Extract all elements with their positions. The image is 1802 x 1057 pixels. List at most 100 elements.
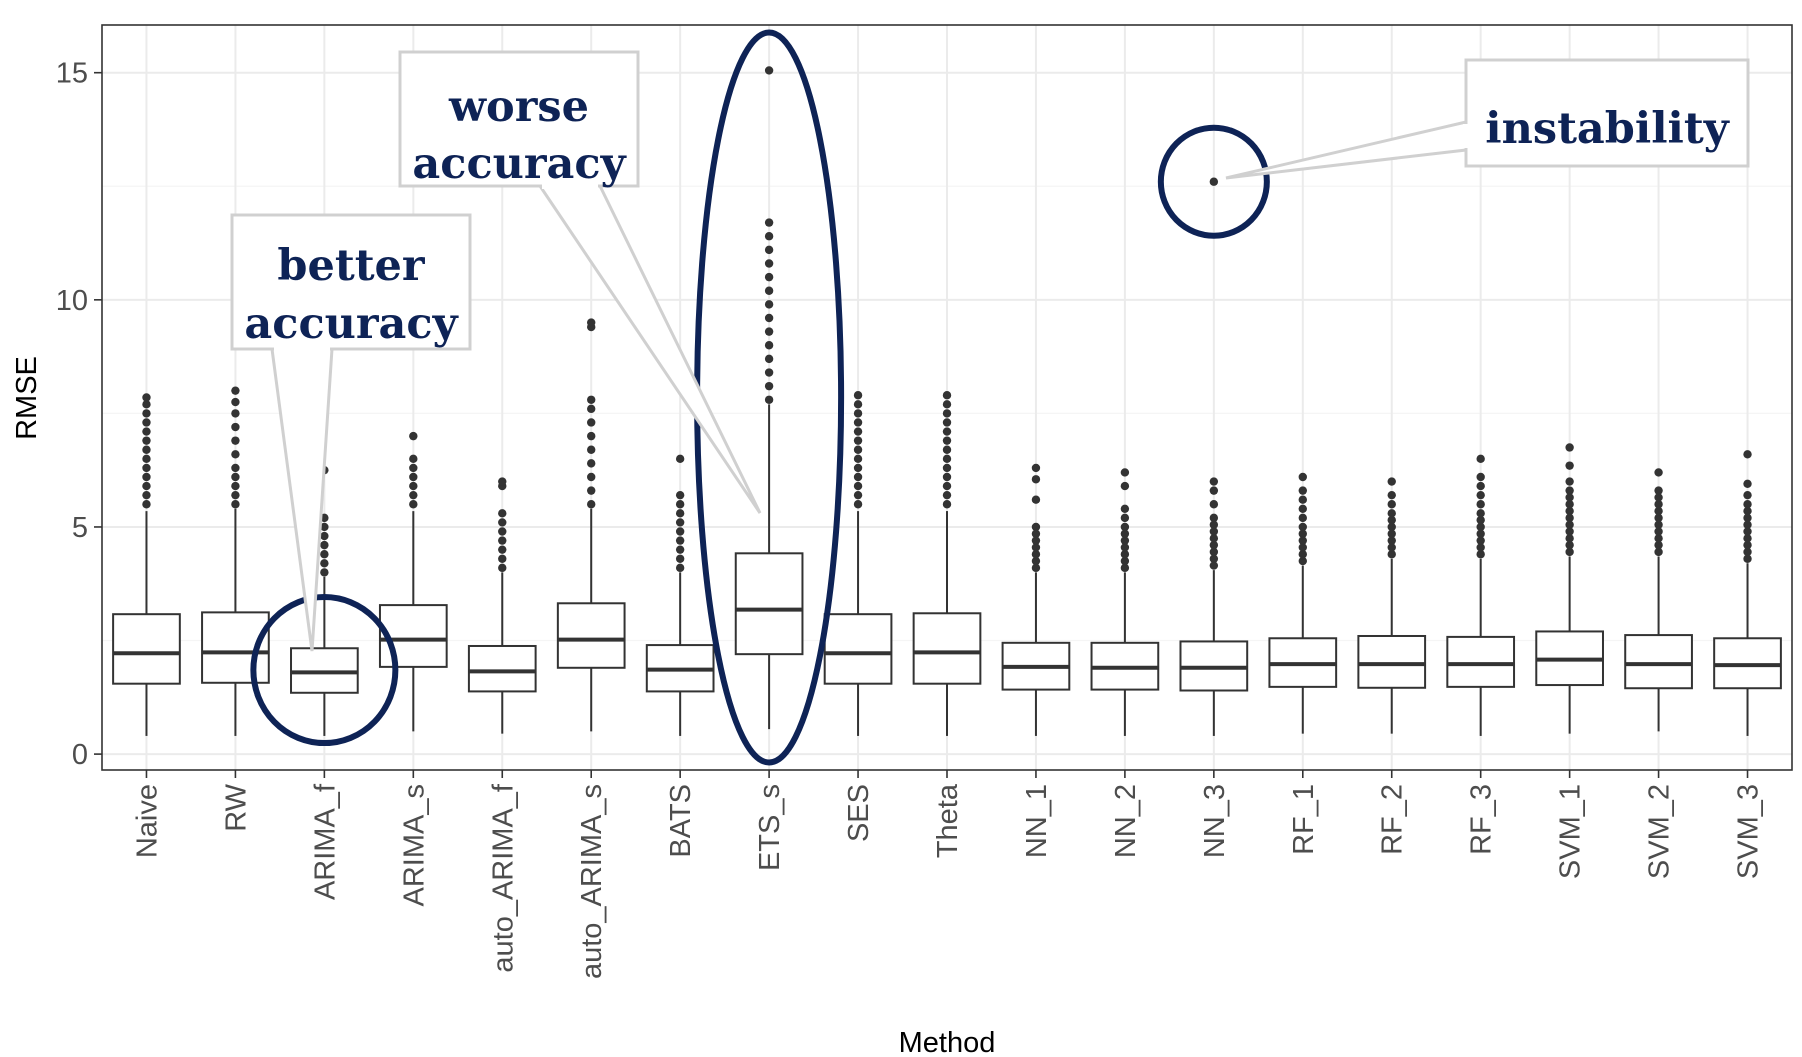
outlier-point xyxy=(231,463,240,473)
outlier-point xyxy=(320,531,329,541)
outlier-point xyxy=(853,463,863,473)
outlier-point xyxy=(587,404,596,414)
callout-text-line: instability xyxy=(1485,104,1730,154)
outlier-point xyxy=(498,509,507,518)
outlier-point xyxy=(1476,550,1485,559)
outlier-point xyxy=(587,431,596,441)
outlier-point xyxy=(1120,529,1130,538)
outlier-point xyxy=(142,436,151,445)
callout-box xyxy=(1464,58,1750,168)
outlier-point xyxy=(942,481,952,491)
outlier-point xyxy=(942,490,952,500)
outlier-point xyxy=(587,459,596,468)
outlier-point xyxy=(1476,509,1485,518)
outlier-point xyxy=(1565,527,1574,536)
callout-instability: instability xyxy=(1225,58,1750,180)
box-SVM_1 xyxy=(1535,443,1604,734)
outlier-point xyxy=(764,272,774,282)
y-tick-label: 0 xyxy=(72,739,88,771)
x-tick-label: ARIMA_f xyxy=(309,783,341,900)
outlier-point xyxy=(142,472,151,482)
outlier-point xyxy=(498,554,507,563)
outlier-point xyxy=(764,395,774,404)
x-tick-label: NN_2 xyxy=(1110,784,1142,858)
outlier-point xyxy=(1565,486,1574,495)
outlier-point xyxy=(1031,495,1041,504)
outlier-point xyxy=(142,400,151,409)
outlier-point xyxy=(1120,550,1130,559)
outlier-point xyxy=(853,427,863,436)
outlier-point xyxy=(1743,479,1752,489)
outlier-point xyxy=(853,391,863,400)
outlier-point xyxy=(764,259,774,268)
outlier-point xyxy=(1387,550,1396,559)
outlier-point xyxy=(1565,493,1574,502)
outlier-point xyxy=(1476,543,1485,552)
y-tick-label: 5 xyxy=(72,512,88,544)
outlier-point xyxy=(1654,534,1663,543)
box-ARIMA_s xyxy=(378,431,448,732)
outlier-point xyxy=(142,490,151,500)
outlier-point xyxy=(1743,450,1752,459)
box-NN_3 xyxy=(1179,177,1249,736)
outlier-point xyxy=(142,500,151,509)
outlier-point xyxy=(675,490,685,500)
outlier-point xyxy=(1654,493,1663,502)
outlier-point xyxy=(1476,500,1485,509)
outlier-point xyxy=(764,381,774,391)
outlier-point xyxy=(1654,527,1663,536)
outlier-point xyxy=(409,454,418,464)
box-NN_2 xyxy=(1090,468,1160,736)
outlier-point xyxy=(1743,490,1752,500)
outlier-point xyxy=(764,232,774,241)
outlier-point xyxy=(1743,540,1752,550)
outlier-point xyxy=(1565,500,1574,509)
outlier-point xyxy=(853,490,863,500)
outlier-point xyxy=(587,395,596,404)
outlier-point xyxy=(142,454,151,464)
outlier-point xyxy=(231,490,240,500)
outlier-point xyxy=(675,509,685,518)
outlier-point xyxy=(675,563,685,573)
outlier-point xyxy=(1565,477,1574,486)
outlier-point xyxy=(142,481,151,491)
outlier-point xyxy=(1298,556,1307,566)
outlier-point xyxy=(1298,529,1307,538)
outlier-point xyxy=(1209,540,1219,550)
highlight-ellipse-arima-f xyxy=(250,594,399,747)
outlier-point xyxy=(1565,443,1574,452)
outlier-point xyxy=(1387,500,1396,509)
outlier-point xyxy=(1743,527,1752,536)
outlier-point xyxy=(853,481,863,491)
outlier-point xyxy=(1031,550,1041,559)
outlier-point xyxy=(1387,529,1396,538)
outlier-point xyxy=(1120,522,1130,532)
outlier-point xyxy=(1387,543,1396,552)
box-RF_1 xyxy=(1268,472,1338,734)
outlier-point xyxy=(1476,481,1485,491)
outlier-point xyxy=(587,486,596,495)
x-axis: Naive RW ARIMA_f ARIMA_s auto_ARIMA_f auto_AR… xyxy=(131,770,1765,979)
boxes-layer xyxy=(112,66,1782,736)
outlier-point xyxy=(498,518,507,527)
callout-text-line: better xyxy=(277,241,426,291)
annotation-layer: better accuracy worse accuracy instability xyxy=(230,29,1750,766)
outlier-point xyxy=(142,445,151,454)
outlier-point xyxy=(853,454,863,464)
outlier-point xyxy=(1476,490,1485,500)
outlier-point xyxy=(1654,547,1663,557)
outlier-point xyxy=(1209,486,1219,495)
callout-text-line: accuracy xyxy=(412,139,627,189)
x-tick-label: SVM_3 xyxy=(1733,784,1765,879)
outlier-point xyxy=(1031,536,1041,545)
outlier-point xyxy=(675,500,685,509)
outlier-point xyxy=(1298,536,1307,545)
x-tick-label: ETS_s xyxy=(754,784,786,871)
x-tick-label: SVM_2 xyxy=(1644,784,1676,879)
outlier-point xyxy=(764,327,774,336)
outlier-point xyxy=(1209,547,1219,557)
outlier-point xyxy=(1743,500,1752,509)
outlier-point xyxy=(231,481,240,491)
callout-text-line: worse xyxy=(448,82,589,132)
